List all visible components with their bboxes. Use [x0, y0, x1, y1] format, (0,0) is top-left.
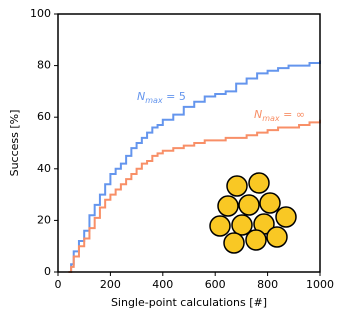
x-tick-label: 0 — [55, 278, 62, 291]
x-tick-label: 200 — [100, 278, 121, 291]
series-line — [68, 60, 321, 273]
y-tick-label: 0 — [44, 265, 51, 278]
annotation-sub: max — [145, 96, 163, 105]
y-tick-label: 80 — [37, 59, 51, 72]
annotation-tail: = ∞ — [280, 108, 305, 121]
y-axis-label: Success [%] — [8, 110, 21, 177]
x-tick-label: 1000 — [306, 278, 334, 291]
y-tick-label: 60 — [37, 110, 51, 123]
annotation-main: N — [254, 108, 262, 121]
x-tick-label: 400 — [152, 278, 173, 291]
plot-frame — [57, 13, 321, 273]
annotation-tail: = 5 — [163, 90, 186, 103]
annotation: Nmax = ∞ — [254, 108, 305, 123]
annotation: Nmax = 5 — [137, 90, 186, 105]
annotation-sub: max — [262, 114, 280, 123]
x-tick-label: 600 — [205, 278, 226, 291]
y-tick-label: 40 — [37, 162, 51, 175]
x-axis-label: Single-point calculations [#] — [111, 296, 267, 309]
annotation-main: N — [137, 90, 145, 103]
x-tick-label: 800 — [257, 278, 278, 291]
y-tick-label: 100 — [30, 7, 51, 20]
y-tick-label: 20 — [37, 213, 51, 226]
structure-icon — [209, 172, 297, 254]
series-line — [68, 119, 321, 273]
